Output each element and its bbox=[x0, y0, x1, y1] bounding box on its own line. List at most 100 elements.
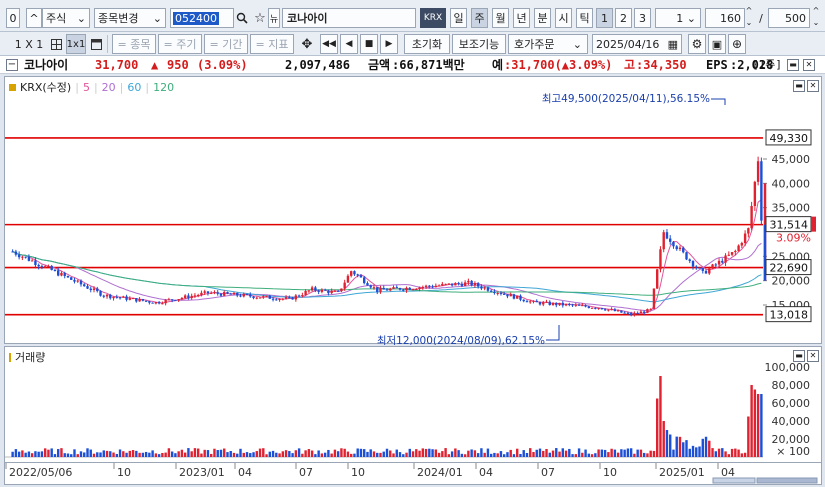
volume-bar bbox=[499, 451, 503, 457]
market-select[interactable]: 주식 ⌄ bbox=[42, 8, 90, 28]
pane-minimize-icon[interactable]: ▬ bbox=[793, 350, 805, 362]
candle-body bbox=[320, 289, 324, 292]
settings-icon[interactable]: ⚙ bbox=[688, 34, 706, 54]
screen-menu-button[interactable]: 0 bbox=[6, 8, 20, 28]
spin-up-icon[interactable]: ^ bbox=[812, 5, 820, 15]
period-tick[interactable]: 틱 bbox=[576, 8, 593, 28]
candle-body bbox=[447, 283, 451, 285]
reset-button[interactable]: 초기화 bbox=[404, 34, 450, 54]
spin-down-icon[interactable]: ⌄ bbox=[812, 17, 820, 27]
time-axis[interactable]: 2022/05/06 10 2023/01 04 07 10 2024/01 04 07 10 20… bbox=[4, 463, 822, 485]
indicator-button[interactable]: = 지표 bbox=[250, 34, 294, 54]
volume-bar bbox=[454, 448, 457, 457]
candle-body bbox=[545, 301, 548, 303]
volume-bar bbox=[613, 449, 617, 457]
candle-body bbox=[118, 297, 122, 299]
pane-close-icon[interactable]: ✕ bbox=[807, 350, 819, 362]
item-button[interactable]: = 종목 bbox=[112, 34, 156, 54]
pane-minimize-icon[interactable]: ▬ bbox=[793, 80, 805, 92]
period-button[interactable]: = 주기 bbox=[158, 34, 202, 54]
prev-icon[interactable]: ◀ bbox=[340, 34, 358, 54]
pane-close-icon[interactable]: ✕ bbox=[807, 80, 819, 92]
count-unit-select[interactable]: 1 ⌄ bbox=[655, 8, 701, 28]
period-day[interactable]: 일 bbox=[450, 8, 467, 28]
add-chart-icon[interactable]: ⊕ bbox=[728, 34, 746, 54]
volume-bar bbox=[102, 450, 105, 457]
candle-body bbox=[125, 296, 128, 300]
count-input[interactable]: 160 bbox=[705, 8, 745, 28]
candle-body bbox=[470, 280, 473, 286]
candle-body bbox=[223, 292, 226, 296]
range-button[interactable]: = 기간 bbox=[204, 34, 248, 54]
next-icon[interactable]: ▶ bbox=[380, 34, 398, 54]
candle-body bbox=[581, 305, 584, 307]
volume-bar bbox=[11, 451, 14, 457]
volume-bar bbox=[239, 448, 242, 457]
star-icon[interactable]: ☆ bbox=[254, 10, 266, 26]
candle-body bbox=[669, 238, 672, 242]
layout-3[interactable]: 3 bbox=[634, 8, 651, 28]
volume-bar bbox=[496, 453, 499, 457]
date-picker[interactable]: 2025/04/16 ▦ bbox=[592, 34, 682, 54]
period-hour[interactable]: 시 bbox=[555, 8, 572, 28]
volume-bar bbox=[213, 448, 216, 457]
candle-body bbox=[672, 241, 675, 247]
candle-body bbox=[506, 294, 509, 297]
grid-size-label[interactable]: 1 X 1 bbox=[14, 37, 44, 51]
collapse-icon[interactable]: − bbox=[6, 59, 18, 71]
window-icon[interactable] bbox=[88, 34, 104, 54]
change-stock-select[interactable]: 종목변경 ⌄ bbox=[94, 8, 166, 28]
layout-2[interactable]: 2 bbox=[615, 8, 632, 28]
up-arrow-button[interactable]: ^ bbox=[26, 8, 42, 28]
candle-body bbox=[740, 242, 744, 246]
candle-body bbox=[652, 288, 656, 309]
one-to-one-button[interactable]: 1x1 bbox=[66, 34, 86, 54]
price-chart-window[interactable]: 45,000 40,000 35,000 25,000 20,000 15,000 49,3… bbox=[4, 76, 822, 345]
search-icon[interactable] bbox=[234, 8, 250, 28]
volume-bar bbox=[346, 451, 350, 457]
image-icon[interactable]: ▣ bbox=[708, 34, 726, 54]
spin-up-icon[interactable]: ^ bbox=[745, 5, 753, 15]
candle-body bbox=[555, 302, 558, 306]
volume-bar bbox=[359, 448, 363, 457]
assist-button[interactable]: 보조기능 bbox=[452, 34, 506, 54]
period-minute[interactable]: 분 bbox=[534, 8, 551, 28]
candle-body bbox=[512, 294, 516, 299]
price-axis-label: 20,000 bbox=[772, 275, 811, 288]
volume-bar bbox=[675, 436, 678, 457]
candle-body bbox=[180, 297, 184, 300]
stock-code-input[interactable]: 052400 bbox=[170, 8, 234, 28]
volume-bar bbox=[519, 454, 522, 457]
candle-body bbox=[53, 269, 57, 271]
price-badge-text-current: 31,514 bbox=[770, 219, 809, 232]
volume-bar bbox=[642, 452, 646, 457]
order-select[interactable]: 호가주문 ⌄ bbox=[508, 34, 588, 54]
prev-fast-icon[interactable]: ◀◀ bbox=[320, 34, 338, 54]
move-icon[interactable]: ✥ bbox=[301, 36, 313, 52]
candle-body bbox=[454, 283, 457, 286]
period-year[interactable]: 년 bbox=[513, 8, 530, 28]
period-badge: [1주] bbox=[752, 58, 782, 71]
spin-down-icon[interactable]: ⌄ bbox=[745, 17, 753, 27]
volume-bar bbox=[760, 394, 763, 457]
volume-bar bbox=[304, 450, 307, 457]
volume-chart-window[interactable]: 100,000 80,000 60,000 40,000 20,000 × 100 거래량… bbox=[4, 346, 822, 463]
exchange-badge[interactable]: KRX bbox=[420, 8, 446, 28]
minimize-icon[interactable]: ▬ bbox=[787, 59, 799, 71]
period-week[interactable]: 주 bbox=[471, 8, 488, 28]
x-axis-label: 10 bbox=[351, 466, 365, 479]
stock-name-field[interactable]: 코나아이 bbox=[282, 8, 416, 28]
volume-bar bbox=[450, 451, 454, 457]
volume-bar bbox=[340, 448, 343, 457]
candle-body bbox=[542, 302, 545, 305]
period-month[interactable]: 월 bbox=[492, 8, 509, 28]
max-count-input[interactable]: 500 bbox=[768, 8, 810, 28]
layout-1[interactable]: 1 bbox=[596, 8, 613, 28]
close-icon[interactable]: ✕ bbox=[803, 59, 815, 71]
grid-icon[interactable] bbox=[48, 34, 64, 54]
stop-icon[interactable]: ■ bbox=[360, 34, 378, 54]
volume-axis-label: 100,000 bbox=[765, 361, 811, 374]
price-badge-text-support: 22,690 bbox=[770, 262, 809, 275]
high-annotation-arrow bbox=[711, 98, 726, 105]
candle-body bbox=[688, 259, 691, 261]
